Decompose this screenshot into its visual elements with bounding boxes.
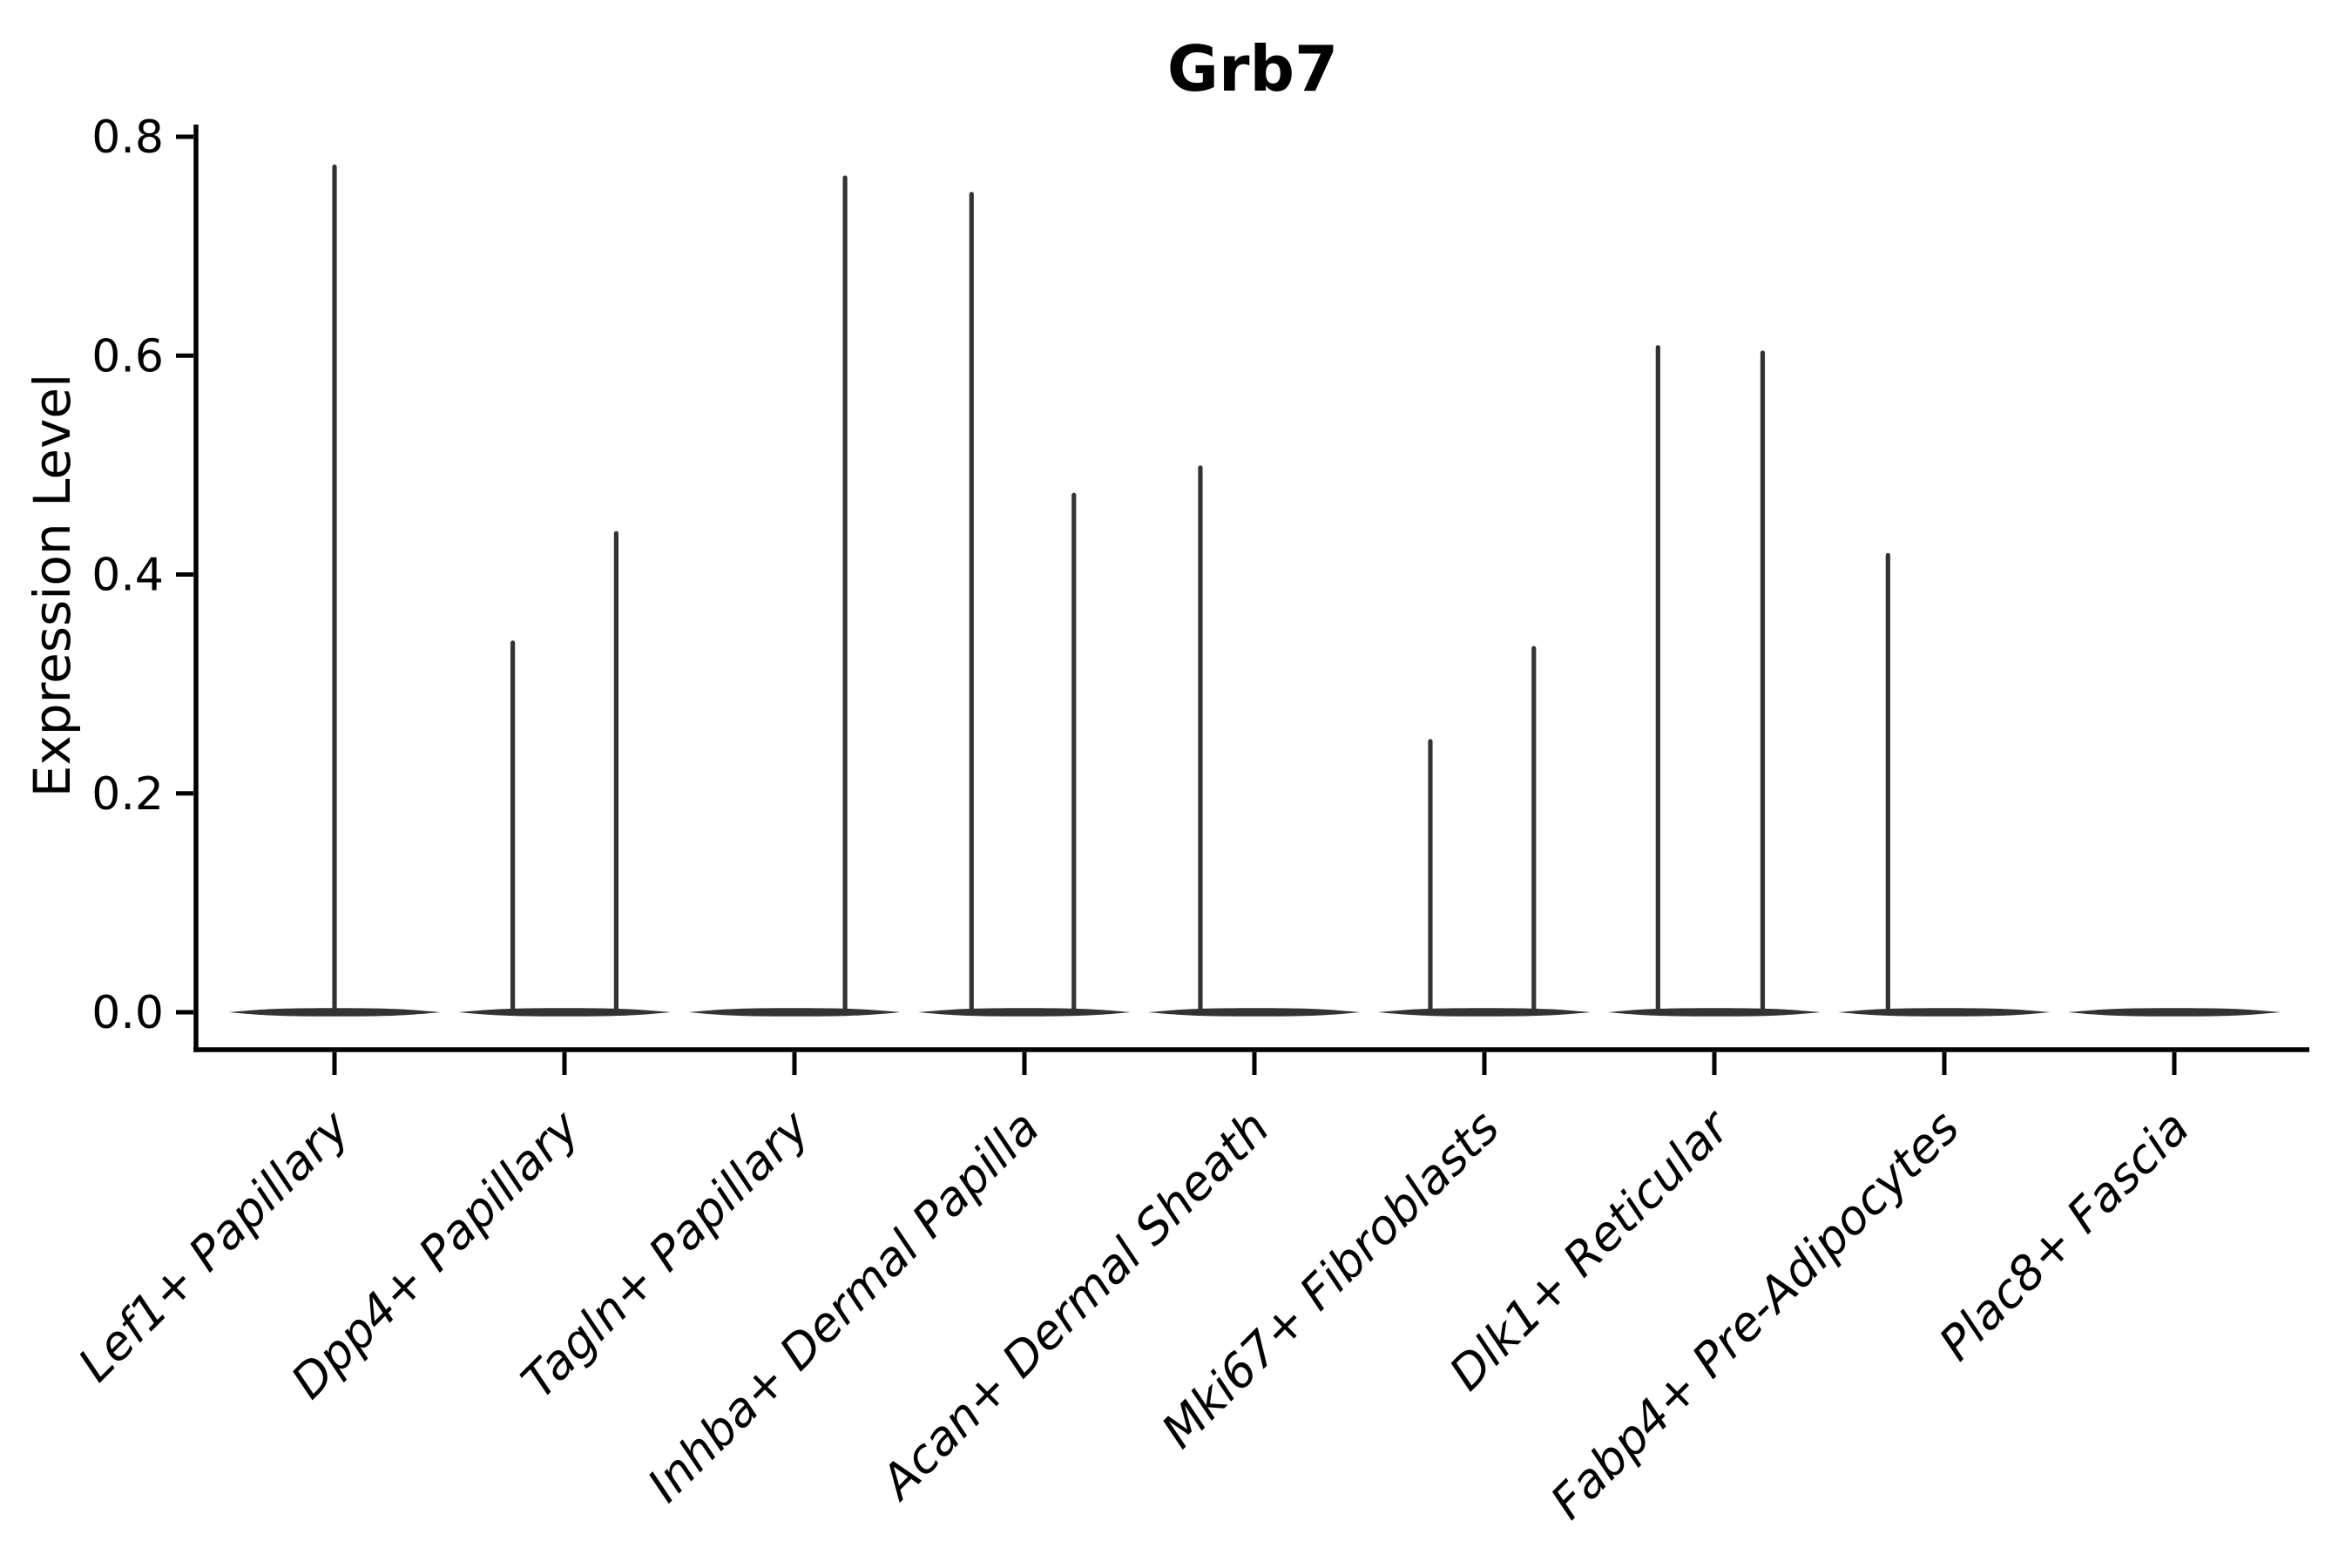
y-tick-label: 0.8 — [91, 112, 164, 164]
y-tick-label: 0.0 — [91, 987, 164, 1039]
violin-zero-bulk — [1838, 1008, 2051, 1017]
violin-zero-bulk — [1148, 1008, 1361, 1017]
violin-zero-bulk — [458, 1008, 671, 1017]
violin-zero-bulk — [228, 1008, 441, 1017]
x-tick-label: Inhba+ Dermal Papilla — [637, 1100, 1050, 1513]
violins-group — [228, 164, 2281, 1017]
violin-zero-bulk — [688, 1008, 901, 1017]
x-tick-label: Plac8+ Fascia — [1929, 1100, 2200, 1371]
plot-title: Grb7 — [1167, 32, 1338, 105]
violin-zero-bulk — [918, 1008, 1131, 1017]
x-tick-label: Fabp4+ Pre-Adipocytes — [1540, 1100, 1970, 1530]
y-ticks-group: 0.0 0.2 0.4 0.6 0.8 — [91, 112, 193, 1039]
y-tick-label: 0.6 — [91, 330, 164, 382]
violin-zero-bulk — [2068, 1008, 2281, 1017]
violin-zero-bulk — [1608, 1008, 1821, 1017]
violin-zero-bulk — [1378, 1008, 1591, 1017]
y-tick-label: 0.2 — [91, 768, 164, 821]
y-axis-label: Expression Level — [23, 374, 82, 797]
x-tick-label: Acan+ Dermal Sheath — [868, 1100, 1280, 1511]
y-tick-label: 0.4 — [91, 550, 164, 602]
